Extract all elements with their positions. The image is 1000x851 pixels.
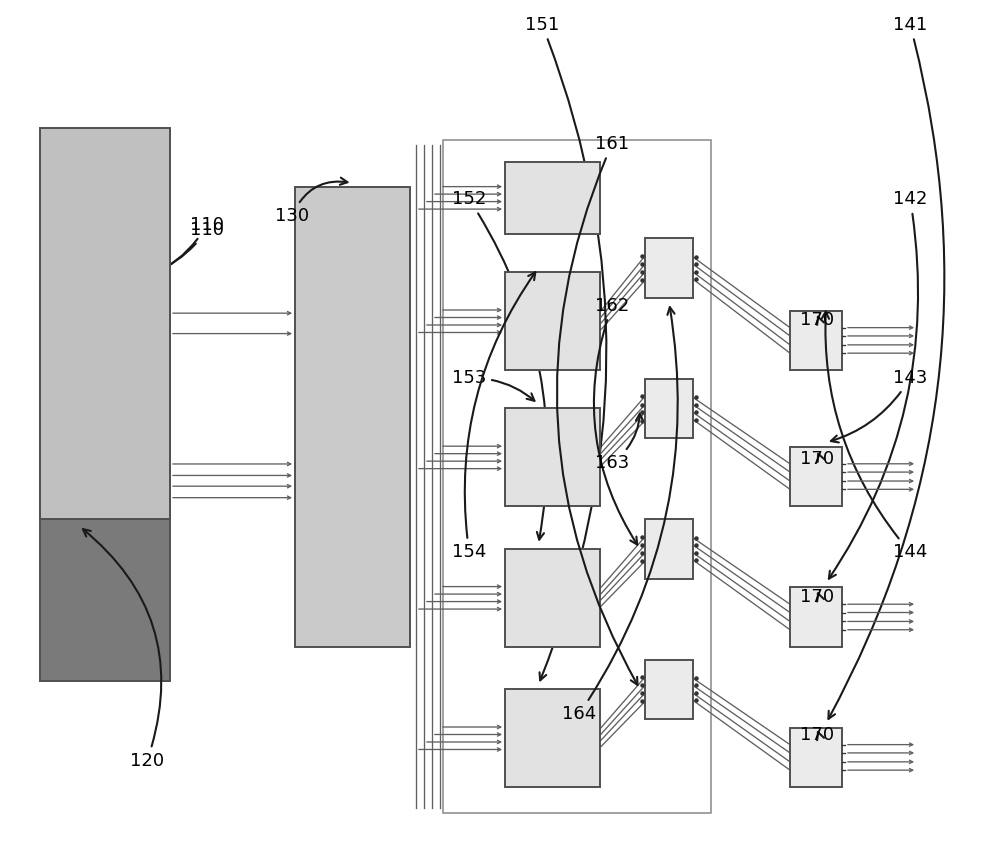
Bar (505, 272, 600, 370)
Text: 163: 163 (595, 414, 643, 472)
Text: 151: 151 (525, 16, 606, 680)
Bar (790, 728, 842, 787)
Text: 110: 110 (97, 216, 224, 283)
Bar (645, 519, 693, 579)
Text: 120: 120 (83, 529, 164, 770)
Text: 144: 144 (822, 311, 927, 562)
Text: 141: 141 (828, 16, 944, 719)
Bar (505, 408, 600, 506)
Bar (295, 187, 410, 647)
Text: 142: 142 (829, 191, 927, 579)
Text: 170: 170 (800, 727, 834, 745)
Bar (645, 238, 693, 298)
Bar (790, 447, 842, 506)
Bar (505, 549, 600, 647)
Text: 164: 164 (562, 307, 678, 723)
Bar (505, 689, 600, 787)
Bar (645, 660, 693, 719)
Bar (40, 281, 170, 681)
Bar (790, 311, 842, 370)
Text: 161: 161 (557, 135, 637, 685)
Text: 170: 170 (800, 588, 834, 606)
Text: 170: 170 (800, 450, 834, 468)
Bar (645, 379, 693, 438)
Text: 143: 143 (831, 369, 927, 443)
Text: 153: 153 (452, 369, 534, 401)
Text: 154: 154 (452, 272, 535, 562)
Text: 110: 110 (105, 220, 224, 282)
Text: 152: 152 (452, 191, 547, 540)
Bar (505, 162, 600, 234)
Bar (790, 587, 842, 647)
Text: 130: 130 (275, 178, 347, 226)
Text: 170: 170 (800, 311, 834, 329)
Bar (443, 140, 711, 813)
Bar (40, 128, 170, 519)
Text: 162: 162 (594, 297, 637, 545)
